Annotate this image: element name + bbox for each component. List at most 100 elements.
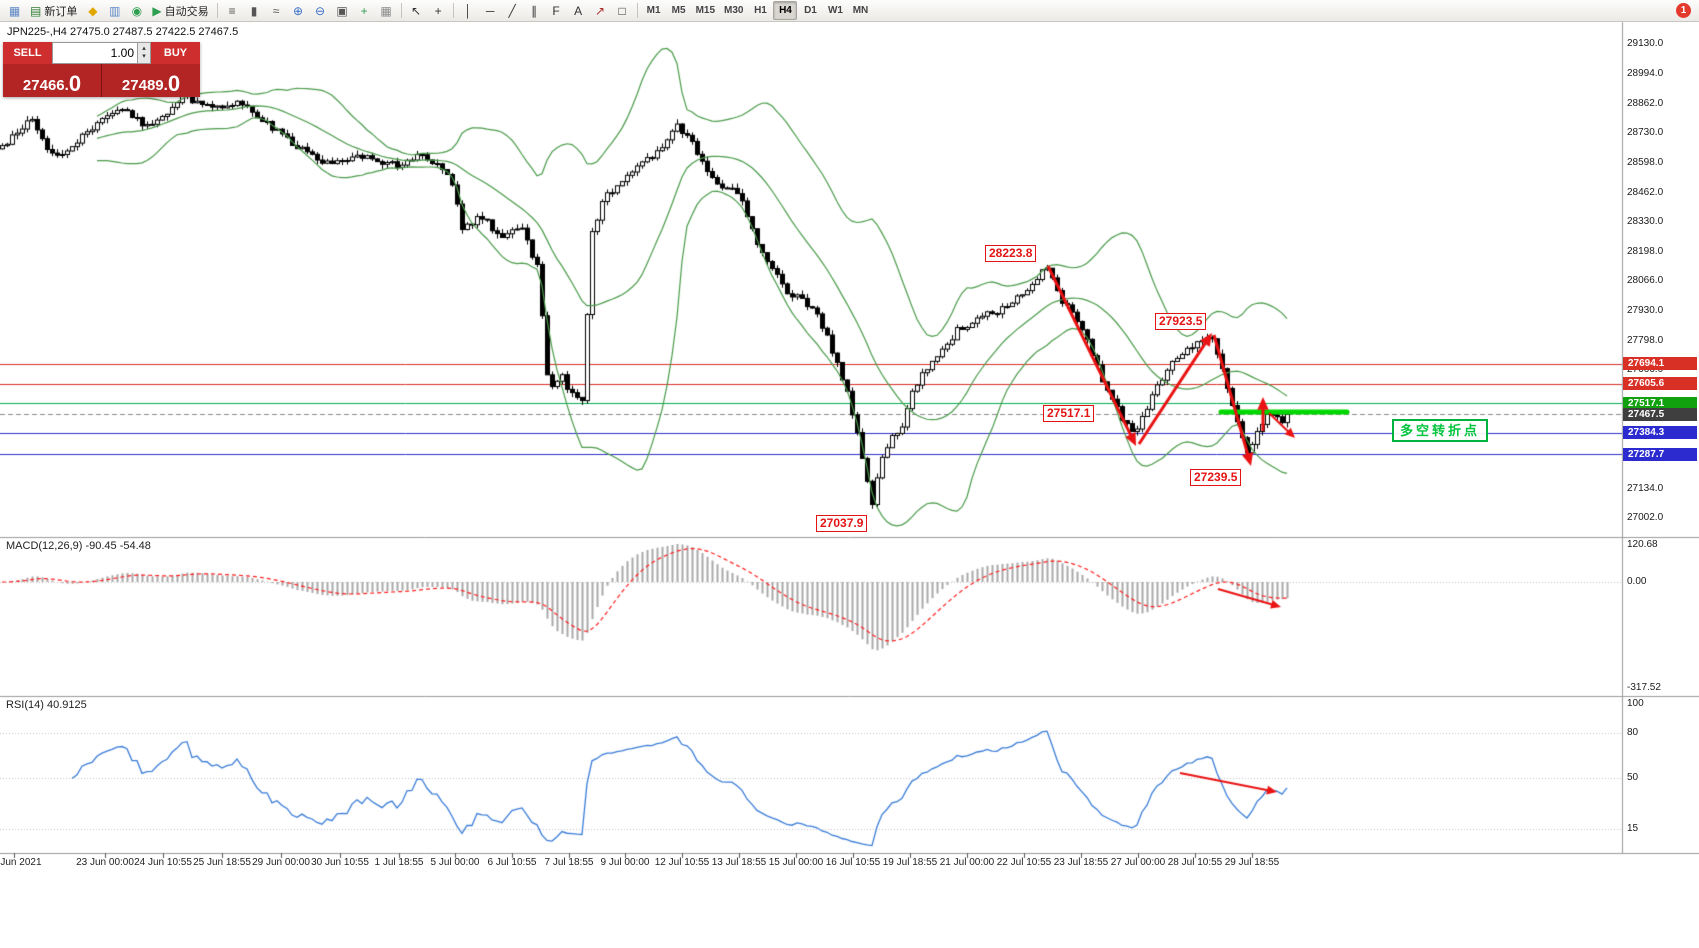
new-order-button[interactable]: ▤ 新订单	[26, 1, 81, 20]
toolbar-separator	[452, 3, 454, 18]
time-axis-label: 23 Jun 00:00	[76, 857, 134, 868]
horizontal-line-icon: ─	[485, 3, 495, 18]
time-axis-label: 24 Jun 10:55	[134, 857, 192, 868]
vertical-line-button[interactable]: │	[458, 1, 479, 20]
zoom-out-button[interactable]: ⊖	[310, 1, 331, 20]
arrows-icon: ↗	[595, 3, 606, 18]
candlestick-chart-button[interactable]: ▮	[244, 1, 265, 20]
sell-price-button[interactable]: 27466. 0	[3, 64, 101, 97]
cursor-button[interactable]: ↖	[406, 1, 427, 20]
auto-trading-button[interactable]: ▶ 自动交易	[148, 1, 212, 20]
turning-point-note[interactable]: 多空转折点	[1392, 419, 1489, 442]
symbol-ohlc-header: JPN225-,H4 27475.0 27487.5 27422.5 27467…	[7, 26, 239, 38]
timeframe-mn-button[interactable]: MN	[852, 5, 869, 16]
text-label-icon: A	[574, 3, 583, 18]
arrows-button[interactable]: ↗	[590, 1, 611, 20]
price-axis-label: 27002.0	[1627, 512, 1664, 523]
price-axis-label: 27134.0	[1627, 482, 1664, 494]
rsi-indicator-label: RSI(14) 40.9125	[6, 699, 87, 711]
price-tag: 27605.6	[1623, 377, 1697, 391]
shapes-icon: □	[618, 3, 626, 18]
fibonacci-button[interactable]: F	[546, 1, 567, 20]
crosshair-button[interactable]: +	[428, 1, 449, 20]
price-axis-label: 28862.0	[1627, 97, 1664, 109]
tile-windows-icon: ▣	[336, 3, 348, 18]
sell-button[interactable]: SELL	[3, 42, 52, 64]
time-axis-label: 16 Jul 10:55	[825, 857, 881, 868]
buy-price-frac: 0	[167, 71, 181, 96]
price-axis-label: 28066.0	[1627, 275, 1664, 286]
time-axis-label: 22 Jul 10:55	[996, 857, 1052, 868]
time-axis-label: 1 Jul 18:55	[374, 857, 424, 868]
chart-window-button[interactable]: ▦	[4, 1, 25, 20]
bar-chart-icon: ≡	[228, 3, 236, 18]
timeframe-m15-button[interactable]: M15	[695, 5, 716, 16]
text-label-button[interactable]: A	[568, 1, 589, 20]
timeframe-m5-button[interactable]: M5	[671, 5, 686, 16]
volume-down-button[interactable]: ▾	[142, 53, 146, 60]
horizontal-line-button[interactable]: ─	[480, 1, 501, 20]
volume-field[interactable]: 1.00 ▴ ▾	[52, 42, 151, 64]
charts-gallery-button[interactable]: ▥	[104, 1, 125, 20]
volume-value[interactable]: 1.00	[110, 46, 134, 60]
time-axis-label: 15 Jul 00:00	[768, 857, 824, 868]
one-click-trading-panel: SELL 1.00 ▴ ▾ BUY 27466. 0 27489. 0	[3, 42, 200, 97]
mql5-market-button[interactable]: ◆	[82, 1, 103, 20]
bar-chart-button[interactable]: ≡	[222, 1, 243, 20]
line-chart-button[interactable]: ≈	[266, 1, 287, 20]
time-axis-label: 22 Jun 2021	[0, 857, 42, 868]
sell-price-frac: 0	[68, 71, 82, 96]
time-axis-label: 19 Jul 18:55	[882, 857, 938, 868]
swing-price-label[interactable]: 27239.5	[1190, 469, 1242, 486]
tile-windows-button[interactable]: ▣	[332, 1, 353, 20]
line-chart-icon: ≈	[272, 3, 280, 18]
swing-price-label[interactable]: 27037.9	[816, 515, 868, 532]
templates-icon: ▦	[380, 3, 392, 18]
time-axis-label: 21 Jul 00:00	[939, 857, 995, 868]
price-axis-label: 28994.0	[1627, 68, 1664, 80]
buy-button[interactable]: BUY	[151, 42, 200, 64]
timeframe-h4-button[interactable]: H4	[773, 1, 798, 20]
price-axis-label: 28198.0	[1627, 245, 1664, 257]
swing-price-label[interactable]: 27923.5	[1155, 313, 1207, 330]
notification-badge[interactable]: 1	[1676, 3, 1691, 18]
swing-price-label[interactable]: 27517.1	[1043, 405, 1095, 422]
buy-price-button[interactable]: 27489. 0	[101, 64, 200, 97]
shapes-button[interactable]: □	[612, 1, 633, 20]
timeframe-d1-button[interactable]: D1	[804, 5, 817, 16]
time-axis-label: 29 Jul 18:55	[1224, 857, 1280, 868]
time-axis-label: 13 Jul 18:55	[711, 857, 767, 868]
time-axis-label: 5 Jul 00:00	[430, 857, 480, 868]
time-axis-label: 6 Jul 10:55	[487, 857, 537, 868]
timeframe-m30-button[interactable]: M30	[724, 5, 744, 16]
rsi-axis-label: 80	[1627, 727, 1639, 739]
community-button[interactable]: ◉	[126, 1, 147, 20]
toolbar-separator	[636, 3, 638, 18]
crosshair-icon: +	[434, 3, 442, 18]
price-tag: 27694.1	[1623, 357, 1697, 371]
toolbar: ▦ ▤ 新订单 ◆ ▥ ◉ ▶ 自动交易 ≡ ▮ ≈ ⊕ ⊖ ▣ + ▦ ↖ + │ ─ ╱ ∥ F A ↗ □ M1 M5 M15 M3…	[0, 0, 1699, 22]
auto-trading-label: 自动交易	[164, 5, 209, 18]
time-axis-label: 27 Jul 00:00	[1110, 857, 1166, 868]
macd-axis-label: -317.52	[1627, 681, 1661, 693]
chart-window-icon: ▦	[8, 3, 21, 18]
price-axis-label: 27798.0	[1627, 334, 1664, 346]
volume-up-button[interactable]: ▴	[142, 45, 146, 52]
indicators-button[interactable]: +	[354, 1, 375, 20]
timeframe-h1-button[interactable]: H1	[754, 5, 767, 16]
new-order-label: 新订单	[44, 5, 78, 18]
candlestick-chart-icon: ▮	[250, 3, 258, 18]
trendline-button[interactable]: ╱	[502, 1, 523, 20]
timeframe-w1-button[interactable]: W1	[827, 5, 843, 16]
zoom-in-button[interactable]: ⊕	[288, 1, 309, 20]
time-axis-label: 7 Jul 18:55	[544, 857, 594, 868]
templates-button[interactable]: ▦	[376, 1, 397, 20]
zoom-in-icon: ⊕	[293, 3, 304, 18]
equidistant-channel-button[interactable]: ∥	[524, 1, 545, 20]
cursor-icon: ↖	[411, 3, 422, 18]
swing-price-label[interactable]: 28223.8	[985, 245, 1037, 262]
macd-axis-label: 0.00	[1627, 576, 1647, 587]
timeframe-m1-button[interactable]: M1	[646, 5, 661, 16]
